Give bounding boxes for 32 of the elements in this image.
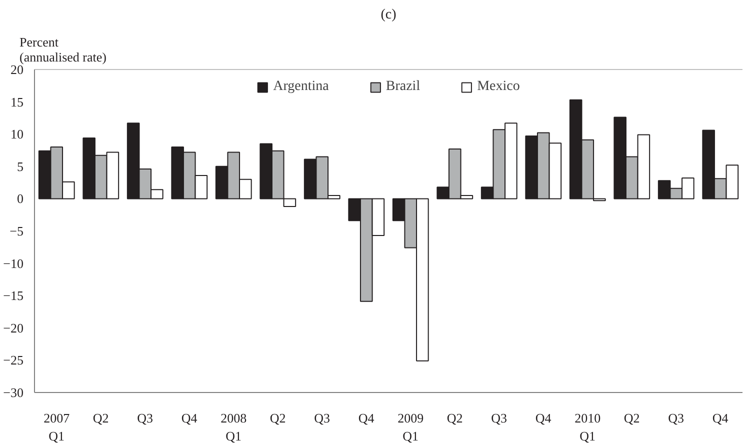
x-tick-label: Q2 — [92, 410, 109, 426]
y-tick-label: −15 — [3, 288, 24, 304]
x-tick-label: Q3 — [314, 410, 330, 426]
y-tick-label: −25 — [3, 352, 24, 368]
x-tick-label: Q4 — [535, 410, 552, 426]
x-tick-label: Q4 — [358, 410, 375, 426]
y-tick-label: 0 — [17, 191, 24, 206]
y-tick-label: −30 — [3, 385, 24, 400]
y-tick-label: −20 — [3, 320, 24, 336]
x-tick-label: Q4 — [712, 410, 729, 426]
x-tick-label: Q2 — [270, 410, 286, 426]
y-tick-label: −5 — [10, 224, 24, 238]
y-tick-label: −10 — [3, 256, 24, 271]
legend-label: Brazil — [386, 79, 420, 95]
x-tick-label: 2008 Q1 — [220, 410, 247, 444]
y-tick-label: 5 — [17, 158, 24, 174]
y-axis-title: Percent (annualised rate) — [20, 34, 106, 64]
x-tick-label: 2007 Q1 — [44, 410, 70, 444]
y-tick-label: 10 — [10, 126, 24, 142]
y-tick-label: 15 — [10, 94, 24, 110]
x-tick-label: Q4 — [181, 410, 198, 426]
chart-title: (c) — [380, 8, 397, 22]
x-tick-label: Q2 — [624, 410, 640, 426]
x-tick-label: Q2 — [446, 410, 463, 426]
x-tick-label: Q3 — [137, 410, 154, 426]
x-tick-label: Q3 — [491, 410, 508, 426]
legend-label: Argentina — [273, 79, 329, 95]
x-tick-label: Q3 — [668, 410, 684, 426]
y-tick-label: 20 — [10, 62, 24, 77]
legend-label: Mexico — [477, 79, 520, 95]
x-tick-label: 2010 Q1 — [574, 410, 601, 444]
x-tick-label: 2009 Q1 — [398, 410, 424, 444]
